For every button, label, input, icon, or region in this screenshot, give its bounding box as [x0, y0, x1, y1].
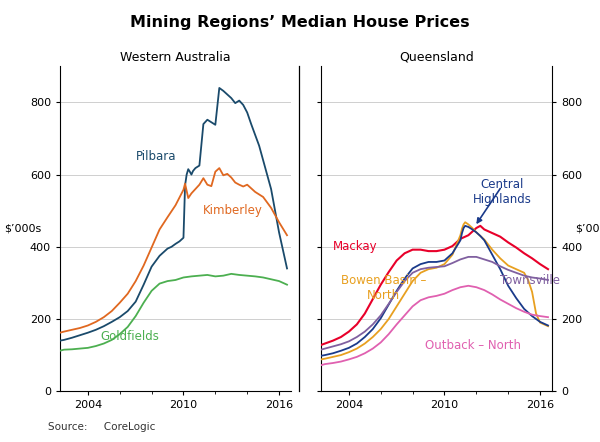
Text: $’000s: $’000s — [575, 224, 600, 234]
Text: Source:     CoreLogic: Source: CoreLogic — [48, 422, 155, 432]
Text: Townsville: Townsville — [500, 274, 560, 286]
Text: $’000s: $’000s — [4, 224, 41, 234]
Text: Central
Highlands: Central Highlands — [472, 178, 531, 206]
Text: Mining Regions’ Median House Prices: Mining Regions’ Median House Prices — [130, 15, 470, 30]
Text: Outback – North: Outback – North — [425, 339, 521, 351]
Title: Queensland: Queensland — [399, 51, 474, 64]
Text: Mackay: Mackay — [333, 240, 377, 253]
Text: Bowen Basin –
North: Bowen Basin – North — [341, 274, 427, 301]
Text: Pilbara: Pilbara — [136, 150, 176, 163]
Text: Kimberley: Kimberley — [203, 204, 262, 217]
Text: Goldfields: Goldfields — [101, 330, 160, 343]
Title: Western Australia: Western Australia — [120, 51, 231, 64]
